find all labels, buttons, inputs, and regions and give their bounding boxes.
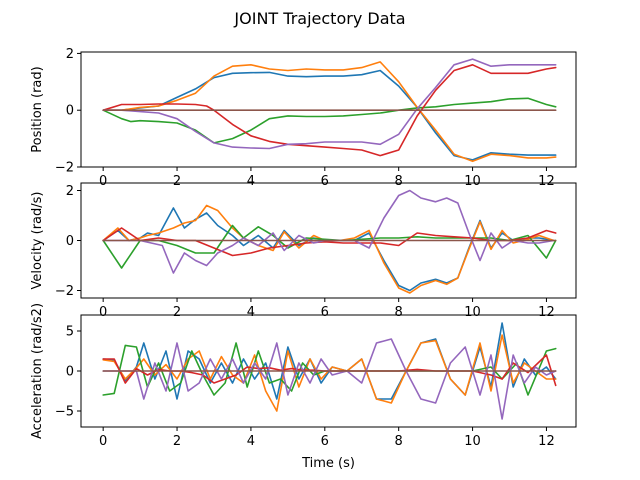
subplot-2: 0 2 4 6 8 10 12 −2 0 2 Velocity (rad/s) <box>30 182 577 320</box>
plot-frame <box>80 51 577 168</box>
series-line-3 <box>102 224 557 269</box>
x-tick-label: 8 <box>395 434 403 449</box>
y-tick-label: −5 <box>55 405 74 420</box>
x-tick-label: 10 <box>464 434 481 449</box>
x-tick-label: 6 <box>321 305 329 320</box>
subplots: 0 2 4 6 8 10 12 −2 0 2 Position (rad) 0 2 4 6 8 10 12 −2 0 2… <box>30 47 577 471</box>
series-line-3 <box>102 97 557 144</box>
series-line-5 <box>102 58 557 150</box>
y-tick-label: −2 <box>55 161 74 176</box>
subplot-1: 0 2 4 6 8 10 12 −2 0 2 Position (rad) <box>30 47 577 189</box>
x-tick-label: 2 <box>173 305 181 320</box>
series-line-4 <box>102 64 557 157</box>
x-tick-label: 6 <box>321 174 329 189</box>
y-axis-label: Velocity (rad/s) <box>30 192 45 290</box>
y-axis-label: Acceleration (rad/s2) <box>30 303 45 439</box>
series-line-5 <box>102 338 557 420</box>
x-axis-label: Time (s) <box>301 456 355 471</box>
y-tick-label: 2 <box>66 47 74 62</box>
x-tick-label: 0 <box>99 305 107 320</box>
x-tick-label: 2 <box>173 174 181 189</box>
x-tick-label: 2 <box>173 434 181 449</box>
series-line-1 <box>102 69 557 161</box>
chart-title: JOINT Trajectory Data <box>233 9 405 28</box>
series-line-2 <box>102 61 557 163</box>
x-tick-label: 0 <box>99 434 107 449</box>
y-tick-label: −2 <box>55 284 74 299</box>
series-group <box>102 322 557 420</box>
y-tick-label: 2 <box>66 184 74 199</box>
y-tick-label: 0 <box>66 104 74 119</box>
x-tick-label: 10 <box>464 174 481 189</box>
x-tick-label: 8 <box>395 305 403 320</box>
x-tick-label: 4 <box>247 305 255 320</box>
subplot-3: 0 2 4 6 8 10 12 −5 0 5 Acceleration (rad/s2) Time (… <box>30 303 577 471</box>
x-tick-label: 12 <box>538 434 555 449</box>
y-tick-label: 0 <box>66 234 74 249</box>
x-tick-label: 4 <box>247 174 255 189</box>
x-tick-label: 4 <box>247 434 255 449</box>
y-tick-label: 5 <box>66 325 74 340</box>
x-tick-label: 12 <box>538 305 555 320</box>
x-tick-label: 10 <box>464 305 481 320</box>
x-tick-label: 12 <box>538 174 555 189</box>
series-group <box>102 58 557 163</box>
x-tick-label: 8 <box>395 174 403 189</box>
y-tick-label: 0 <box>66 365 74 380</box>
series-group <box>102 189 557 294</box>
x-tick-label: 0 <box>99 174 107 189</box>
y-axis-label: Position (rad) <box>30 66 45 152</box>
series-line-3 <box>102 342 557 396</box>
x-tick-label: 6 <box>321 434 329 449</box>
